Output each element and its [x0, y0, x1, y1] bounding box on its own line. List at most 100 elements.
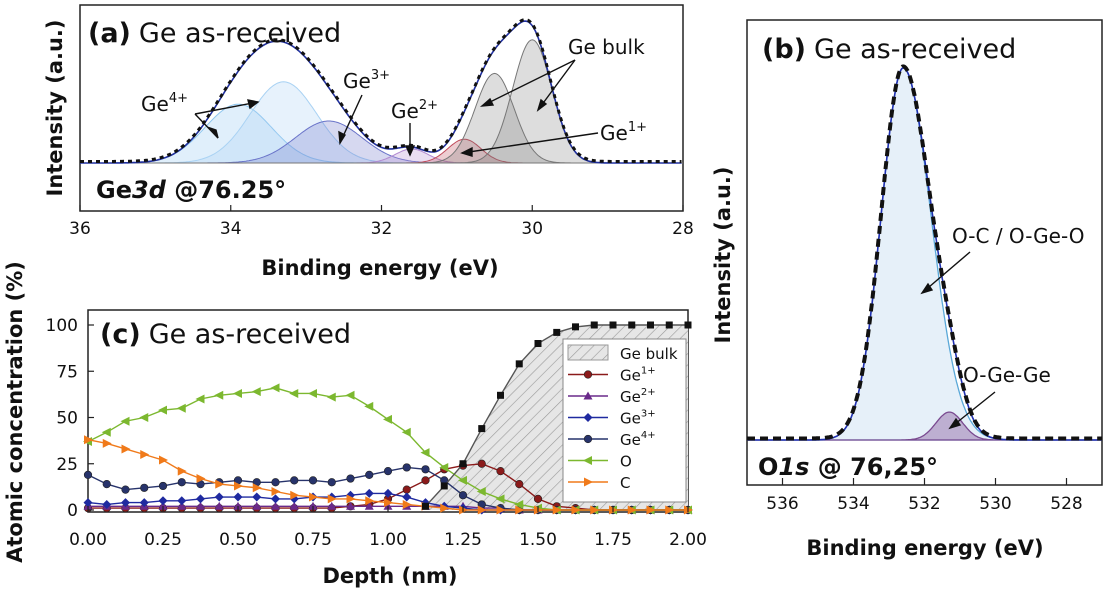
arrowhead-oc [920, 282, 934, 295]
point-ge4plus-11 [290, 476, 299, 485]
point-o-19 [439, 462, 449, 472]
point-ge-bulk-4 [497, 391, 504, 399]
panel-b-x-tick-label-530: 530 [979, 494, 1011, 514]
point-ge3plus-5 [177, 496, 187, 506]
point-c-15 [365, 496, 375, 506]
point-c-17 [402, 499, 412, 509]
point-c-2 [121, 444, 131, 454]
point-c-27 [590, 505, 600, 515]
point-ge3plus-9 [252, 492, 262, 502]
panel-c-x-tick-label-1.75: 1.75 [594, 530, 632, 550]
point-o-17 [401, 427, 411, 437]
arrow-ge1 [461, 132, 599, 154]
point-o-23 [514, 499, 524, 509]
legend-marker-ge2plus [583, 391, 593, 400]
point-c-23 [515, 505, 525, 515]
arrowhead-bulk-b [536, 98, 548, 112]
point-c-19 [440, 503, 450, 513]
arrow-ge4-a [194, 101, 259, 115]
panel-b-x-tick-label-536: 536 [766, 494, 798, 514]
point-ge4plus-5 [177, 478, 186, 487]
point-o-1 [101, 427, 111, 437]
panel-c-x-tick-label-0.25: 0.25 [144, 530, 182, 550]
point-o-18 [420, 448, 430, 458]
point-o-9 [251, 387, 261, 397]
point-ge1plus-21 [477, 459, 486, 468]
point-ge-bulk-14 [684, 321, 692, 329]
point-c-22 [496, 505, 506, 515]
legend-label-ge1plus: Ge1+ [620, 366, 656, 385]
panel-a-x-tick-label-30: 30 [521, 219, 543, 239]
point-ge-bulk-9 [590, 321, 598, 329]
point-ge-bulk-1 [440, 482, 448, 490]
point-c-16 [384, 498, 393, 508]
point-ge3plus-0 [83, 498, 93, 508]
point-ge1plus-18 [421, 476, 430, 485]
point-c-7 [215, 479, 225, 489]
point-ge4plus-1 [102, 480, 111, 489]
point-ge2plus-15 [364, 501, 374, 510]
point-ge2plus-11 [289, 501, 299, 510]
point-ge2plus-8 [233, 501, 243, 510]
panel-c-y-tick-label-50: 50 [56, 409, 78, 429]
panel-c-x-axis-title: Depth (nm) [322, 564, 457, 588]
point-c-1 [102, 438, 112, 448]
arrow-bulk-a [481, 59, 576, 107]
label-ge4: Ge4+ [141, 91, 188, 116]
point-ge2plus-9 [252, 501, 262, 510]
point-o-13 [326, 392, 336, 402]
label-ogege: O-Ge-Ge [963, 363, 1051, 387]
panel-b-x-tick-label-532: 532 [908, 494, 940, 514]
point-ge4plus-3 [140, 483, 149, 492]
panel-c-x-tick-label-0.75: 0.75 [294, 530, 332, 550]
point-o-8 [233, 388, 242, 398]
point-ge4plus-20 [458, 491, 468, 500]
legend-marker-ge1plus [583, 370, 593, 379]
panel-b-x-tick-label-534: 534 [837, 494, 869, 514]
panel-a: (a) Ge as-received Ge3d @76.25° Ge4+ Ge3+… [43, 4, 694, 280]
panel-c: (c) Ge as-received Ge bulk Ge1+ Ge2+ Ge3+ Ge4… [3, 261, 707, 588]
panel-c-title: (c) Ge as-received [100, 319, 351, 350]
point-ge-bulk-2 [459, 460, 467, 468]
point-c-25 [552, 505, 562, 515]
point-ge4plus-0 [83, 470, 93, 479]
point-ge2plus-16 [383, 501, 393, 510]
point-ge3plus-2 [121, 498, 130, 508]
point-ge4plus-2 [121, 485, 130, 494]
arrowhead-ge4-a [247, 99, 260, 110]
point-ge4plus-18 [421, 465, 430, 474]
panel-c-y-tick-label-0: 0 [67, 501, 78, 521]
point-o-20 [458, 475, 467, 485]
panel-b-x-tick-label-528: 528 [1050, 494, 1082, 514]
series-c [84, 435, 693, 515]
panel-b-title: (b) Ge as-received [762, 34, 1016, 65]
point-ge4plus-4 [158, 481, 168, 491]
panel-c-x-tick-label-2.00: 2.00 [669, 530, 707, 550]
point-c-21 [477, 505, 487, 515]
point-ge2plus-10 [271, 501, 280, 510]
label-ge1: Ge1+ [600, 120, 647, 145]
point-o-5 [176, 403, 186, 413]
panel-c-y-tick-label-25: 25 [56, 455, 78, 475]
point-ge-bulk-5 [515, 360, 523, 368]
point-ge3plus-7 [214, 492, 224, 502]
point-ge1plus-22 [496, 467, 505, 476]
legend-swatch-ge-bulk [567, 344, 609, 361]
point-o-16 [383, 414, 392, 424]
panel-b-y-axis-title: Intensity (a.u.) [711, 166, 735, 343]
point-ge3plus-1 [102, 499, 112, 509]
point-o-11 [289, 388, 299, 398]
legend-label-o: O [620, 453, 632, 471]
point-o-21 [476, 487, 486, 496]
point-o-2 [120, 416, 130, 426]
point-c-12 [309, 492, 318, 502]
point-c-30 [646, 505, 656, 515]
legend-label-ge2plus: Ge2+ [620, 387, 656, 406]
panel-b-experimental-curve [747, 64, 1102, 441]
point-ge2plus-6 [196, 501, 205, 510]
point-ge3plus-3 [139, 498, 149, 508]
panel-a-x-axis-title: Binding energy (eV) [261, 256, 498, 280]
label-ge2: Ge2+ [391, 98, 438, 123]
point-c-6 [196, 474, 206, 484]
